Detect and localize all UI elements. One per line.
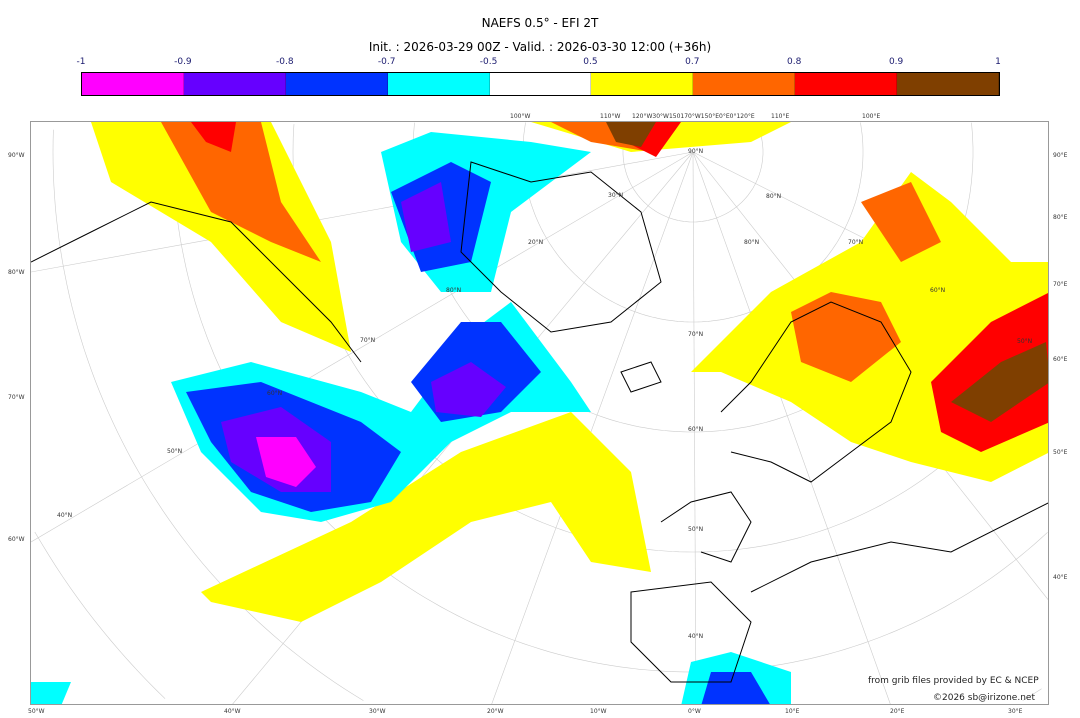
axis-label-bottom: 30°E bbox=[1008, 708, 1023, 715]
colorbar-tick: 0.9 bbox=[888, 57, 904, 67]
colorbar-tick: -0.9 bbox=[174, 57, 192, 67]
axis-label-inner: 50°N bbox=[1017, 338, 1033, 345]
axis-label-top: 100°W bbox=[510, 113, 531, 120]
efi-magenta bbox=[256, 437, 316, 487]
axis-label-right: 50°E bbox=[1053, 449, 1068, 456]
latitude-circle bbox=[971, 122, 974, 152]
colorbar-swatch bbox=[795, 73, 898, 95]
colorbar-swatch bbox=[82, 73, 184, 95]
efi-brown bbox=[606, 122, 1048, 422]
axis-label-top: 110°E bbox=[771, 113, 790, 120]
axis-label-left: 60°W bbox=[8, 536, 25, 543]
colorbar-tick: 0.8 bbox=[787, 57, 802, 67]
axis-label-inner: 80°N bbox=[766, 193, 782, 200]
axis-label-right: 80°E bbox=[1053, 214, 1068, 221]
axis-label-bottom: 50°W bbox=[28, 708, 45, 715]
axis-label-inner: 40°N bbox=[688, 633, 704, 640]
colorbar-swatch bbox=[183, 73, 286, 95]
latitude-circle bbox=[1022, 688, 1042, 701]
axis-label-inner: 40°N bbox=[57, 512, 73, 519]
axis-label-left: 90°W bbox=[8, 152, 25, 159]
axis-label-inner: 50°N bbox=[167, 448, 183, 455]
axis-label-inner: 60°N bbox=[688, 426, 704, 433]
axis-label-left: 80°W bbox=[8, 269, 25, 276]
axis-label-inner: 70°N bbox=[848, 239, 864, 246]
axis-label-bottom: 20°E bbox=[890, 708, 905, 715]
axis-label-inner: 20°N bbox=[528, 239, 544, 246]
colorbar-tick: -0.8 bbox=[275, 57, 294, 67]
axis-label-right: 60°E bbox=[1053, 356, 1068, 363]
axis-label-bottom: 10°W bbox=[590, 708, 607, 715]
axis-label-inner: 70°N bbox=[688, 331, 704, 338]
colorbar-tick: 0.5 bbox=[583, 57, 598, 67]
colorbar-tick: 1 bbox=[995, 57, 1001, 67]
axis-label-bottom: 30°W bbox=[369, 708, 386, 715]
colorbar-swatch bbox=[387, 73, 490, 95]
axis-label-inner: 80°N bbox=[446, 287, 462, 294]
axis-label-right: 70°E bbox=[1053, 281, 1068, 288]
coastlines bbox=[31, 161, 1048, 683]
axis-label-left: 70°W bbox=[8, 394, 25, 401]
colorbar bbox=[81, 72, 1000, 96]
latitude-circle bbox=[622, 122, 764, 223]
axis-label-top: 100°E bbox=[862, 113, 881, 120]
colorbar-swatch bbox=[897, 73, 1000, 95]
colorbar-swatch bbox=[591, 73, 694, 95]
axis-label-right: 90°E bbox=[1053, 152, 1068, 159]
latitude-circle bbox=[860, 122, 864, 152]
latitude-circle bbox=[172, 124, 1048, 673]
axis-label-bottom: 10°E bbox=[785, 708, 800, 715]
colorbar-swatch bbox=[285, 73, 388, 95]
map bbox=[30, 121, 1049, 705]
axis-label-bottom: 40°W bbox=[224, 708, 241, 715]
axis-label-inner: 50°N bbox=[688, 526, 704, 533]
copyright: ©2026 sb@irizone.net bbox=[933, 693, 1035, 703]
axis-label-top: 110°W bbox=[600, 113, 621, 120]
chart-subtitle: Init. : 2026-03-29 00Z - Valid. : 2026-0… bbox=[368, 40, 712, 54]
axis-label-inner: 30°N bbox=[608, 192, 624, 199]
chart-title: NAEFS 0.5° - EFI 2T bbox=[481, 16, 599, 30]
axis-label-inner: 60°N bbox=[930, 287, 946, 294]
colorbar-tick: -0.5 bbox=[479, 57, 498, 67]
axis-label-inner: 80°N bbox=[744, 239, 760, 246]
latitude-circle bbox=[34, 531, 166, 699]
colorbar-swatch bbox=[489, 73, 592, 95]
axis-label-right: 40°E bbox=[1053, 574, 1068, 581]
colorbar-tick: -1 bbox=[76, 57, 86, 67]
axis-label-bottom: 0°W bbox=[688, 708, 701, 715]
axis-label-bottom: 20°W bbox=[487, 708, 504, 715]
efi-field bbox=[31, 122, 1048, 704]
colorbar-tick: -0.7 bbox=[377, 57, 396, 67]
latitude-circle bbox=[52, 129, 364, 701]
axis-label-top: 120°W30°W150170°W150°E0°E0°120°E bbox=[632, 113, 755, 120]
colorbar-tick: 0.7 bbox=[685, 57, 700, 67]
latitude-circle bbox=[522, 122, 864, 323]
efi-orange bbox=[161, 122, 941, 382]
axis-label-inner: 70°N bbox=[360, 337, 376, 344]
axis-label-inner: 60°N bbox=[267, 390, 283, 397]
source-credit: from grib files provided by EC & NCEP bbox=[868, 676, 1039, 686]
axis-label-inner: 90°N bbox=[688, 148, 704, 155]
colorbar-swatch bbox=[693, 73, 796, 95]
